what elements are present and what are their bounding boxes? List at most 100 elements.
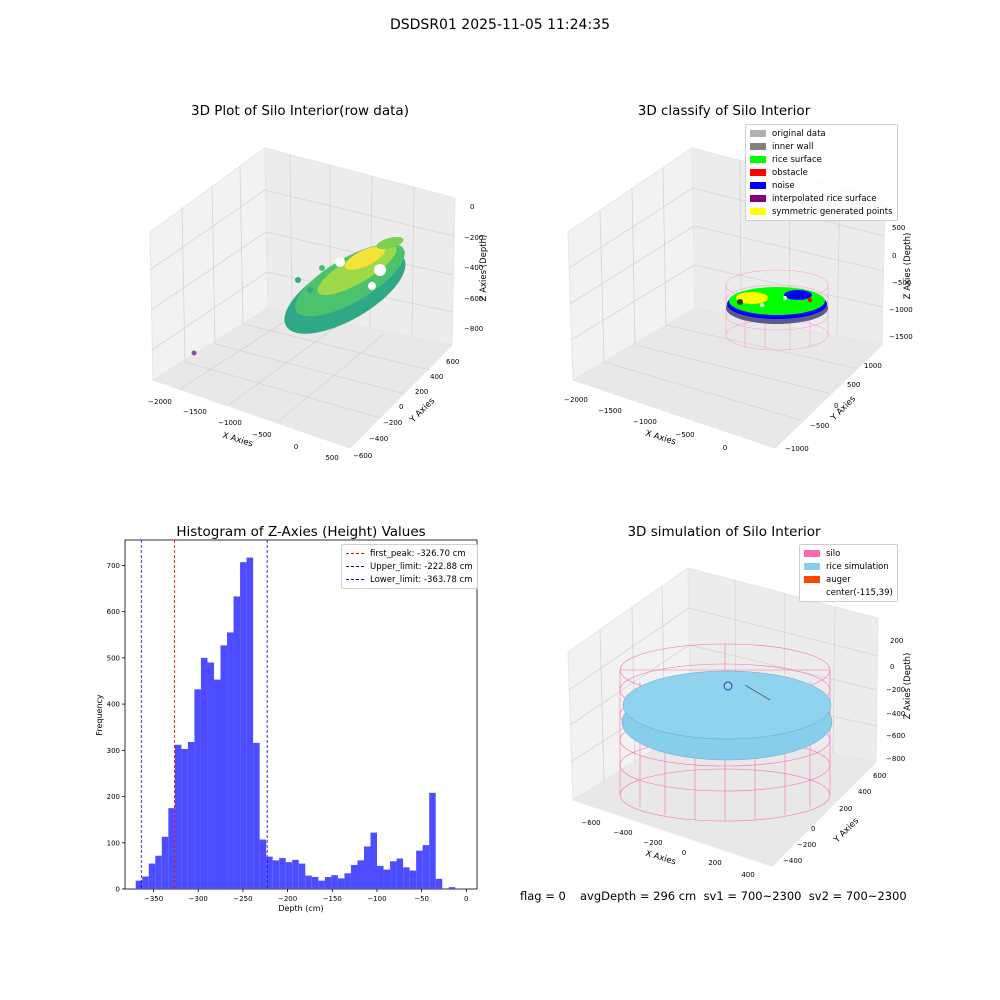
p1-ztick-1: −200 (464, 234, 483, 242)
legend-item-lower-limit: Lower_limit: -363.78 cm (346, 573, 473, 586)
p1-ytick-1: −400 (369, 435, 388, 443)
histogram-bars (135, 557, 456, 889)
swatch (804, 576, 820, 583)
p4-ylabel: Y Axies (831, 816, 861, 846)
histogram-bar (233, 596, 241, 889)
legend-item-noise: noise (750, 179, 893, 192)
p2-ylabel: Y Axies (828, 394, 858, 424)
histogram-bar (409, 870, 417, 889)
swatch (750, 156, 766, 163)
histogram-bar (279, 858, 286, 889)
histogram-bar (207, 662, 214, 889)
histogram-bar (200, 657, 208, 889)
p1-xtick-2: −1000 (218, 419, 242, 427)
histogram-bar (227, 632, 234, 889)
p4-xtick-0: −600 (581, 819, 600, 827)
histogram-bar (383, 869, 391, 889)
p4-ztick-3: −400 (886, 710, 905, 718)
histogram-bar (357, 860, 364, 889)
swatch (750, 169, 766, 176)
x-tick-label: −300 (189, 895, 208, 903)
p4-ztick-2: −200 (886, 686, 905, 694)
p4-ytick-5: 600 (873, 772, 886, 780)
swatch (346, 579, 364, 580)
p2-ytick-0: −1000 (785, 445, 809, 453)
legend-item-inner-wall: inner wall (750, 140, 893, 153)
legend-item-upper-limit: Upper_limit: -222.88 cm (346, 560, 473, 573)
y-tick-label: 100 (107, 839, 120, 847)
p2-ytick-3: 500 (847, 381, 860, 389)
p1-ztick-4: −800 (464, 325, 483, 333)
p4-ytick-0: −400 (783, 857, 802, 865)
histogram-bar (350, 864, 358, 889)
y-tick-label: 300 (107, 747, 120, 755)
swatch (750, 182, 766, 189)
histogram-bar (305, 875, 312, 889)
p2-xtick-0: −2000 (564, 396, 588, 404)
histogram-bar (155, 855, 162, 889)
p1-ztick-2: −400 (464, 264, 483, 272)
histogram-x-ticks: −350 −300 −250 −200 −150 −100 −50 0 (144, 889, 469, 903)
histogram-bar (331, 875, 338, 889)
x-tick-label: −150 (323, 895, 342, 903)
p1-ytick-3: 0 (399, 403, 403, 411)
p2-xlabel: X Axies (644, 429, 677, 448)
p1-ytick-6: 600 (446, 358, 459, 366)
p4-xlabel: X Axies (644, 849, 677, 868)
histogram-bar (213, 679, 221, 889)
legend-item-rice-simulation: rice simulation (804, 560, 893, 573)
histogram-reference-lines (140, 540, 268, 889)
p1-xtick-0: −2000 (148, 398, 172, 406)
swatch (346, 553, 364, 554)
x-tick-label: −100 (367, 895, 386, 903)
p4-ytick-3: 200 (839, 805, 852, 813)
histogram-bar (396, 858, 404, 889)
figure-title: DSDSR01 2025-11-05 11:24:35 (389, 17, 610, 33)
x-tick-label: −50 (414, 895, 429, 903)
p1-ytick-2: −200 (383, 419, 402, 427)
panel2-legend: original data inner wall rice surface ob… (745, 124, 898, 221)
histogram-bar (422, 845, 430, 889)
p1-ztick-3: −600 (464, 295, 483, 303)
histogram-bar (259, 839, 267, 889)
histogram-bar (246, 557, 254, 889)
histogram-bar (416, 850, 423, 889)
flag-text: flag = 0 (520, 889, 566, 903)
swatch (750, 130, 766, 137)
histogram-bar (187, 742, 195, 889)
histogram-bar (324, 876, 332, 889)
p4-xtick-3: 0 (682, 849, 686, 857)
p1-xtick-5: 500 (325, 454, 338, 462)
p2-xtick-4: 0 (723, 444, 727, 452)
histogram-bar (448, 887, 456, 889)
p1-ytick-0: −600 (353, 452, 372, 460)
histogram-bar (220, 645, 228, 889)
swatch (804, 550, 820, 557)
p4-xtick-2: −200 (643, 839, 662, 847)
histogram-bar (161, 836, 169, 889)
panel1-ticks: −2000 −1500 −1000 −500 0 500 −600 −400 −… (148, 203, 483, 462)
histogram-bar (337, 878, 345, 889)
histogram-bar (168, 808, 175, 889)
auger-marker (723, 681, 771, 701)
p2-zlabel: Z Axies (Depth) (903, 233, 913, 300)
p2-ytick-2: 0 (834, 402, 838, 410)
p2-ytick-1: −500 (810, 422, 829, 430)
p4-ztick-4: −600 (886, 732, 905, 740)
p4-zlabel: Z Axies (Depth) (903, 653, 913, 720)
p4-xtick-1: −400 (613, 829, 632, 837)
p2-ztick-1: 0 (892, 252, 896, 260)
rice-simulation (621, 670, 833, 761)
p2-xtick-2: −1000 (633, 418, 657, 426)
p1-zlabel: Z Axies (Depth) (479, 235, 489, 302)
swatch (804, 589, 820, 596)
p2-ztick-3: −1000 (889, 306, 913, 314)
histogram-bar (298, 863, 306, 889)
p1-xtick-1: −1500 (183, 408, 207, 416)
histogram-bar (344, 873, 351, 889)
histogram-bar (181, 748, 188, 889)
p2-xtick-3: −500 (675, 431, 694, 439)
histogram-bar (135, 880, 143, 889)
histogram-bar (292, 859, 299, 889)
histogram-bar (253, 742, 260, 889)
